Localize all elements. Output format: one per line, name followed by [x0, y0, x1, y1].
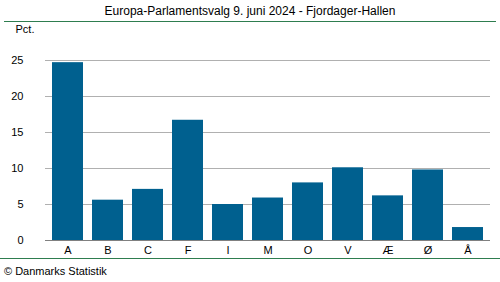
svg-text:M: M: [263, 244, 272, 256]
svg-text:B: B: [104, 244, 111, 256]
svg-text:O: O: [304, 244, 313, 256]
svg-text:20: 20: [11, 90, 23, 102]
svg-text:F: F: [185, 244, 192, 256]
svg-text:25: 25: [11, 54, 23, 66]
svg-text:V: V: [344, 244, 352, 256]
svg-text:10: 10: [11, 162, 23, 174]
html-text:© Danmarks Statistik: © Danmarks Statistik: [4, 265, 107, 277]
svg-text:Ø: Ø: [424, 244, 433, 256]
svg-text:0: 0: [17, 234, 23, 246]
svg-text:Å: Å: [464, 244, 472, 256]
svg-text:5: 5: [17, 198, 23, 210]
svg-text:15: 15: [11, 126, 23, 138]
svg-text:A: A: [64, 244, 72, 256]
html-text:Europa-Parlamentsvalg 9. juni: Europa-Parlamentsvalg 9. juni 2024 - Fjo…: [104, 4, 396, 18]
svg-text:Æ: Æ: [383, 244, 394, 256]
svg-text:C: C: [144, 244, 152, 256]
svg-text:I: I: [226, 244, 229, 256]
svg-text:Pct.: Pct.: [16, 23, 35, 35]
